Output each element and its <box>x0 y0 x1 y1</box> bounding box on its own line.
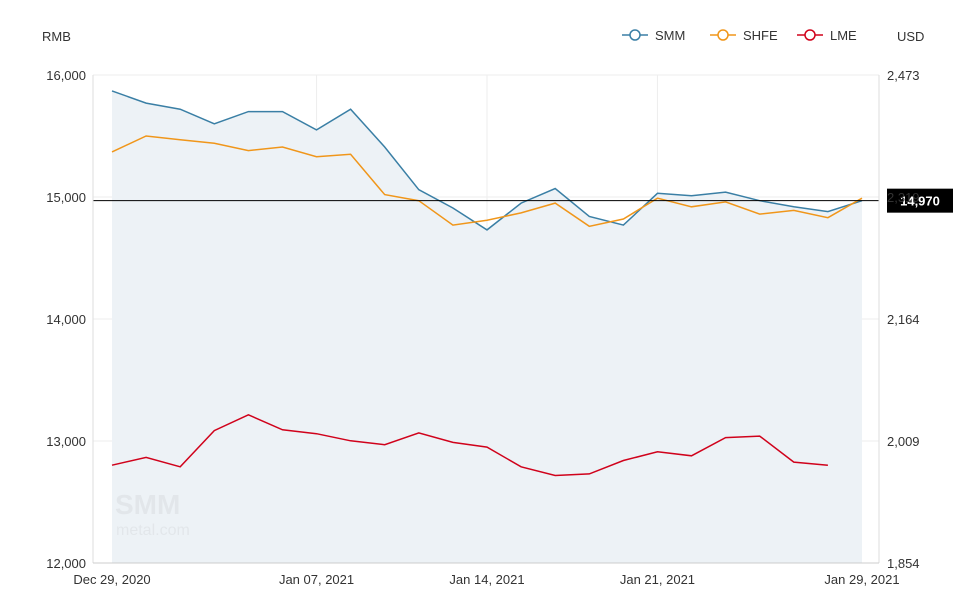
legend-item-smm[interactable]: SMM <box>622 28 685 43</box>
x-tick: Jan 21, 2021 <box>620 572 695 587</box>
y-right-tick: 2,164 <box>887 312 920 327</box>
current-value-badge: 14,970 <box>887 188 953 213</box>
legend[interactable]: SMM SHFE LME <box>622 28 857 43</box>
y-left-tick: 14,000 <box>46 312 86 327</box>
y-right-tick: 2,009 <box>887 434 920 449</box>
x-tick: Jan 29, 2021 <box>824 572 899 587</box>
legend-label: SMM <box>655 28 685 43</box>
x-tick: Jan 07, 2021 <box>279 572 354 587</box>
watermark-logo: SMM metal.com <box>115 489 190 539</box>
legend-swatch-marker <box>629 29 641 41</box>
smm-area-fill <box>112 90 862 564</box>
y-left-tick: 16,000 <box>46 68 86 83</box>
x-tick: Jan 14, 2021 <box>449 572 524 587</box>
axes: 12,000 1,854 13,000 2,009 14,000 2,164 15,000 2… <box>46 68 919 587</box>
series-line-lme <box>111 413 828 477</box>
y-right-tick: 2,473 <box>887 68 920 83</box>
svg-text:SMM: SMM <box>115 489 180 520</box>
legend-label: LME <box>830 28 857 43</box>
y-left-tick: 13,000 <box>46 434 86 449</box>
legend-swatch-marker <box>717 29 729 41</box>
legend-label: SHFE <box>743 28 778 43</box>
y-left-tick: 12,000 <box>46 556 86 571</box>
legend-swatch-marker <box>804 29 816 41</box>
current-value-badge-bg <box>887 188 953 213</box>
left-axis-unit: RMB <box>42 29 71 44</box>
right-axis-unit: USD <box>897 29 924 44</box>
legend-item-shfe[interactable]: SHFE <box>710 28 778 43</box>
y-left-tick: 15,000 <box>46 190 86 205</box>
x-tick: Dec 29, 2020 <box>73 572 150 587</box>
y-right-tick: 1,854 <box>887 556 920 571</box>
legend-item-lme[interactable]: LME <box>797 28 857 43</box>
series-line-smm <box>111 90 863 231</box>
current-value-label: 14,970 <box>900 194 940 209</box>
svg-text:metal.com: metal.com <box>116 522 190 539</box>
y-right-tick: 2,319 <box>887 190 920 205</box>
series-lines <box>111 90 863 477</box>
series-line-shfe <box>111 135 863 228</box>
